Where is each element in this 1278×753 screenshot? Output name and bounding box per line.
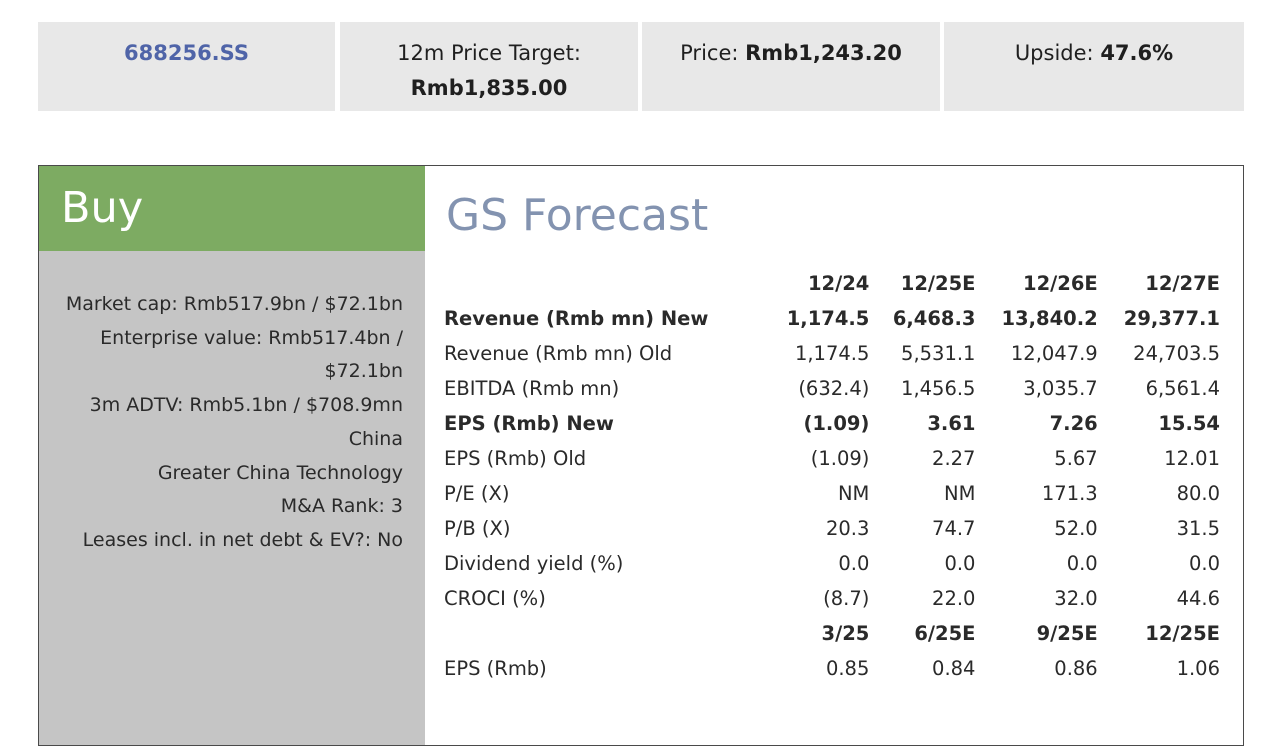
cell-value: 15.54: [1158, 412, 1220, 435]
cell-value: 0.86: [1054, 657, 1098, 680]
cell-value: 13,840.2: [1001, 307, 1098, 330]
forecast-row: P/B (X) 20.3 74.7 52.0 31.5: [444, 511, 1220, 546]
cell-value: (1.09): [810, 447, 870, 470]
fact-enterprise-value-usd: $72.1bn: [324, 360, 404, 383]
row-label: Dividend yield (%): [444, 552, 624, 575]
cell-value: 0.0: [838, 552, 870, 575]
ticker-box: 688256.SS: [38, 22, 335, 111]
forecast-row: Revenue (Rmb mn) Old 1,174.5 5,531.1 12,047…: [444, 336, 1220, 371]
cell-value: 1,174.5: [794, 342, 870, 365]
forecast-row: EPS (Rmb) New (1.09) 3.61 7.26 15.54: [444, 406, 1220, 441]
cell-value: 12/27E: [1145, 272, 1220, 295]
cell-value: NM: [944, 482, 976, 505]
cell-value: 9/25E: [1036, 622, 1098, 645]
quarter-row: EPS (Rmb) 0.85 0.84 0.86 1.06: [444, 651, 1220, 686]
row-label: EPS (Rmb) Old: [444, 447, 587, 470]
cell-value: 12/25E: [900, 272, 976, 295]
cell-value: 12/25E: [1145, 622, 1220, 645]
cell-value: 7.26: [1049, 412, 1098, 435]
row-label: EPS (Rmb) New: [444, 412, 614, 435]
price-value: Rmb1,243.20: [745, 41, 902, 65]
row-label: [444, 266, 747, 301]
forecast-card: Buy Market cap: Rmb517.9bn / $72.1bn Ent…: [38, 165, 1244, 746]
cell-value: 1,456.5: [901, 377, 976, 400]
quarter-header-row: 3/25 6/25E 9/25E 12/25E: [444, 616, 1220, 651]
fact-market-cap: Market cap: Rmb517.9bn / $72.1bn: [65, 293, 403, 315]
upside-value: 47.6%: [1100, 41, 1174, 65]
cell-value: 0.85: [825, 657, 870, 680]
fact-country: China: [348, 427, 403, 450]
row-label: EPS (Rmb): [444, 657, 547, 680]
cell-value: 80.0: [1176, 482, 1220, 505]
cell-value: 0.0: [1188, 552, 1220, 575]
cell-value: 29,377.1: [1123, 307, 1220, 330]
cell-value: 2.27: [932, 447, 976, 470]
fact-adtv: 3m ADTV: Rmb5.1bn / $708.9mn: [89, 394, 403, 417]
cell-value: 6,561.4: [1145, 377, 1220, 400]
cell-value: 3.61: [927, 412, 976, 435]
row-label: EBITDA (Rmb mn): [444, 377, 620, 400]
cell-value: 32.0: [1054, 587, 1098, 610]
forecast-table: 12/24 12/25E 12/26E 12/27E Revenue (Rmb mn) …: [444, 266, 1220, 686]
row-label: CROCI (%): [444, 587, 546, 610]
fact-enterprise-value: Enterprise value: Rmb517.4bn /: [100, 326, 403, 349]
row-label: P/E (X): [444, 482, 510, 505]
cell-value: (1.09): [803, 412, 870, 435]
cell-value: 24,703.5: [1133, 342, 1220, 365]
row-label: P/B (X): [444, 517, 511, 540]
cell-value: 12/26E: [1023, 272, 1098, 295]
cell-value: 20.3: [825, 517, 870, 540]
forecast-row: EBITDA (Rmb mn) (632.4) 1,456.5 3,035.7 6,56…: [444, 371, 1220, 406]
forecast-row: P/E (X) NM NM 171.3 80.0: [444, 476, 1220, 511]
cell-value: 5.67: [1054, 447, 1098, 470]
cell-value: 0.84: [932, 657, 976, 680]
forecast-row: Revenue (Rmb mn) New 1,174.5 6,468.3 13,840…: [444, 301, 1220, 336]
cell-value: 5,531.1: [901, 342, 976, 365]
upside-box: Upside: 47.6%: [944, 22, 1244, 111]
forecast-row: EPS (Rmb) Old (1.09) 2.27 5.67 12.01: [444, 441, 1220, 476]
ticker-link[interactable]: 688256.SS: [124, 41, 249, 65]
forecast-row: CROCI (%) (8.7) 22.0 32.0 44.6: [444, 581, 1220, 616]
cell-value: 3/25: [821, 622, 870, 645]
price-box: Price: Rmb1,243.20: [642, 22, 940, 111]
cell-value: 44.6: [1176, 587, 1220, 610]
cell-value: NM: [837, 482, 870, 505]
cell-value: 12,047.9: [1010, 342, 1098, 365]
cell-value: 6/25E: [914, 622, 976, 645]
cell-value: 74.7: [932, 517, 976, 540]
cell-value: 12.01: [1164, 447, 1220, 470]
cell-value: 12/24: [807, 272, 870, 295]
cell-value: 0.0: [944, 552, 976, 575]
summary-panel: Buy Market cap: Rmb517.9bn / $72.1bn Ent…: [39, 166, 425, 745]
cell-value: 31.5: [1176, 517, 1220, 540]
upside-label: Upside:: [1014, 41, 1094, 65]
cell-value: 3,035.7: [1023, 377, 1098, 400]
cell-value: 1,174.5: [786, 307, 870, 330]
row-label: [444, 616, 747, 651]
row-label: Revenue (Rmb mn) Old: [444, 342, 673, 365]
price-target-value: Rmb1,835.00: [410, 76, 568, 100]
cell-value: (632.4): [798, 377, 870, 400]
row-label: Revenue (Rmb mn) New: [444, 307, 709, 330]
fact-ma-rank: M&A Rank: 3: [280, 495, 403, 518]
forecast-title: GS Forecast: [446, 190, 709, 241]
cell-value: 171.3: [1041, 482, 1098, 505]
rating-banner: Buy: [39, 166, 425, 251]
cell-value: 22.0: [932, 587, 976, 610]
cell-value: 52.0: [1054, 517, 1098, 540]
period-header-row: 12/24 12/25E 12/26E 12/27E: [444, 266, 1220, 301]
cell-value: (8.7): [823, 587, 870, 610]
cell-value: 6,468.3: [892, 307, 976, 330]
key-facts: Market cap: Rmb517.9bn / $72.1bn Enterpr…: [43, 288, 403, 558]
price-label: Price:: [680, 41, 739, 65]
price-target-label: 12m Price Target:: [397, 41, 581, 65]
fact-coverage: Greater China Technology: [157, 461, 403, 484]
fact-leases: Leases incl. in net debt & EV?: No: [82, 528, 403, 551]
cell-value: 0.0: [1066, 552, 1098, 575]
forecast-row: Dividend yield (%) 0.0 0.0 0.0 0.0: [444, 546, 1220, 581]
cell-value: 1.06: [1176, 657, 1220, 680]
price-target-box: 12m Price Target: Rmb1,835.00: [340, 22, 638, 111]
